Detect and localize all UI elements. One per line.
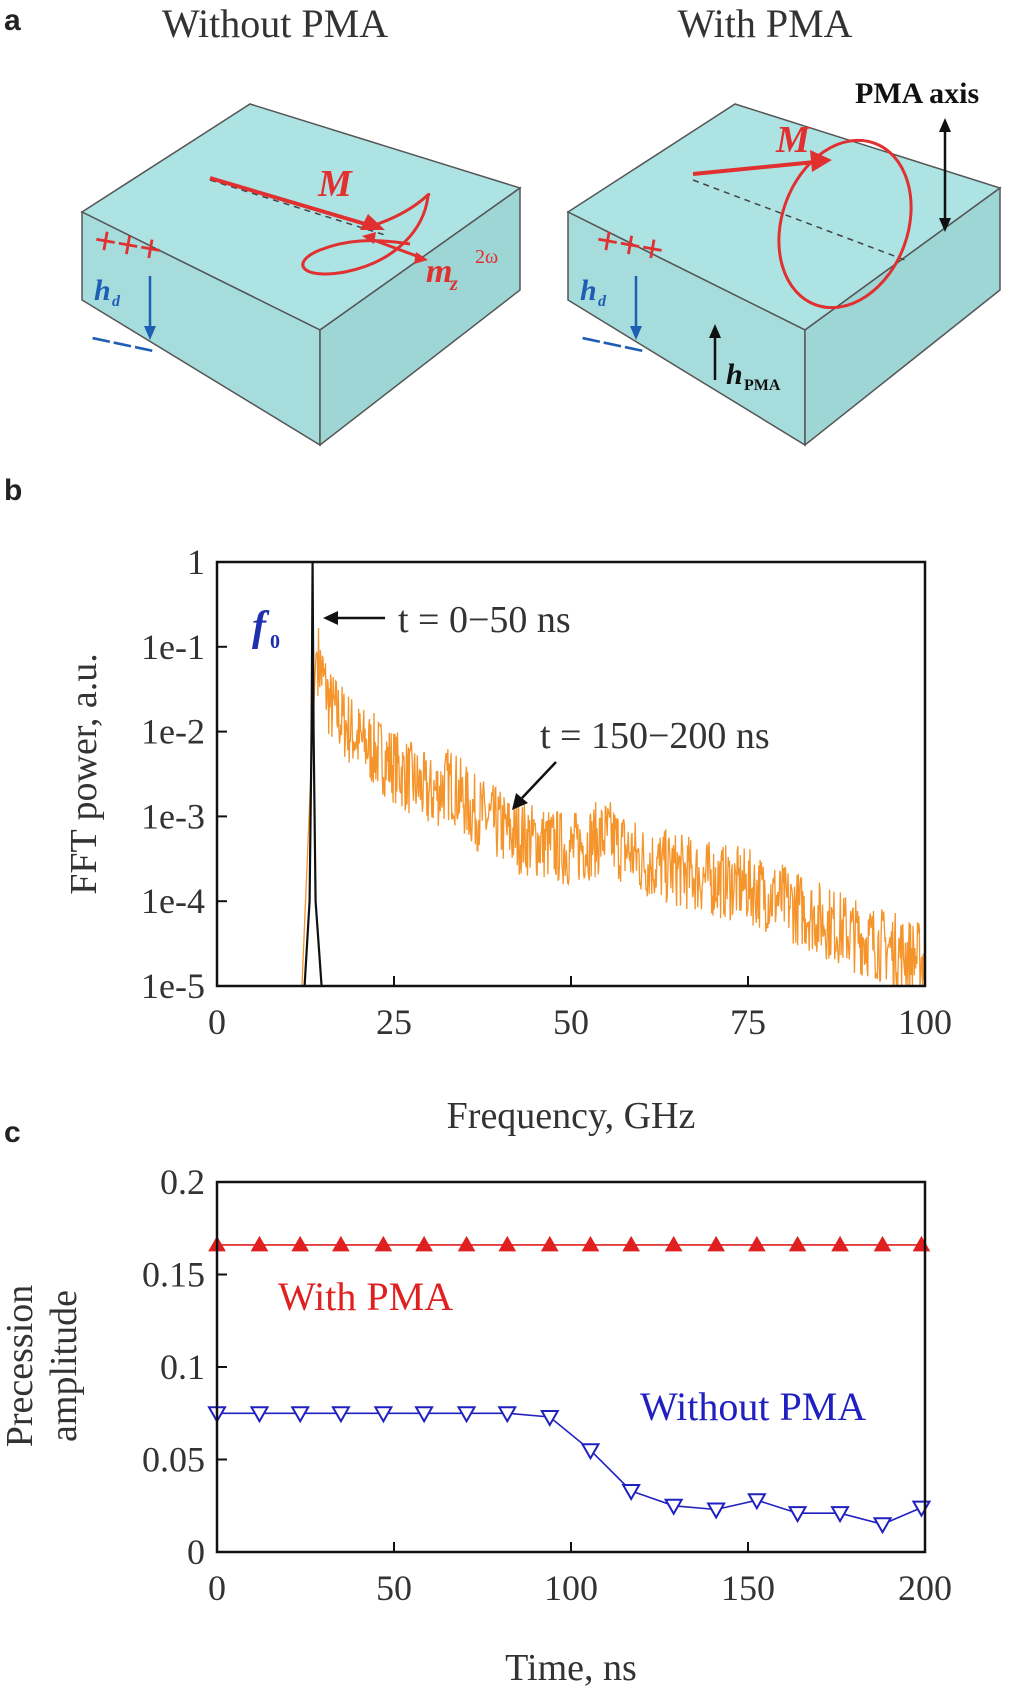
chart-b-ylabel: FFT power, a.u. bbox=[63, 653, 105, 895]
data-point-with-pma bbox=[664, 1235, 683, 1252]
chart-b-xtick-label: 75 bbox=[730, 1002, 766, 1042]
chart-b-ytick-label: 1e-5 bbox=[141, 966, 205, 1006]
data-point-without-pma bbox=[830, 1506, 850, 1524]
data-point-with-pma bbox=[374, 1235, 393, 1252]
data-point-with-pma bbox=[831, 1235, 849, 1252]
annotation-arrowhead-short bbox=[323, 611, 338, 625]
data-point-without-pma bbox=[580, 1443, 601, 1461]
data-point-without-pma bbox=[373, 1406, 394, 1424]
chart-c-ytick-label: 0.1 bbox=[160, 1347, 205, 1387]
legend-without-pma: Without PMA bbox=[640, 1384, 866, 1429]
chart-b-xtick-label: 0 bbox=[208, 1002, 226, 1042]
data-point-with-pma bbox=[581, 1235, 600, 1252]
data-point-without-pma bbox=[414, 1406, 434, 1424]
data-point-with-pma bbox=[250, 1235, 269, 1252]
panel-label-c: c bbox=[4, 1116, 21, 1149]
chart-b-xtick-label: 100 bbox=[898, 1002, 952, 1042]
chart-c-xtick-label: 150 bbox=[721, 1568, 775, 1608]
mz-label: m bbox=[426, 253, 452, 290]
chart-c-xtick-label: 100 bbox=[544, 1568, 598, 1608]
chart-c-frame bbox=[215, 1180, 927, 1554]
data-point-with-pma bbox=[457, 1235, 476, 1252]
data-point-without-pma bbox=[663, 1498, 684, 1516]
data-point-without-pma bbox=[456, 1406, 477, 1424]
chart-c-ylabel-line2: amplitude bbox=[43, 1290, 85, 1442]
series-t-0-50ns bbox=[303, 561, 323, 987]
data-point-with-pma bbox=[291, 1235, 310, 1252]
panel-label-b: b bbox=[4, 474, 22, 507]
annotation-arrowhead-long bbox=[512, 793, 528, 810]
mz-superscript: 2ω bbox=[475, 246, 498, 268]
annotation-t-short: t = 0−50 ns bbox=[398, 599, 571, 641]
chart-c-ylabel-line1: Precession bbox=[0, 1285, 41, 1448]
data-point-without-pma bbox=[787, 1506, 808, 1524]
f0-subscript: 0 bbox=[270, 631, 280, 653]
annotation-t-long: t = 150−200 ns bbox=[540, 715, 770, 757]
data-point-without-pma bbox=[540, 1409, 560, 1427]
chart-b-ytick-label: 1e-4 bbox=[141, 881, 205, 921]
chart-b-xtick-label: 25 bbox=[376, 1002, 412, 1042]
annotation-arrow-long bbox=[521, 761, 557, 799]
hd-subscript-right: d bbox=[598, 293, 607, 310]
data-point-with-pma bbox=[707, 1235, 726, 1252]
chart-b: 0 25 50 75 100 1 1e-1 1e-2 1e-3 1e-4 1e-5 f 0 t =… bbox=[141, 542, 952, 1042]
data-point-with-pma bbox=[540, 1235, 559, 1252]
data-point-without-pma bbox=[706, 1502, 726, 1520]
hpma-subscript: PMA bbox=[744, 377, 781, 394]
hd-label-right: h bbox=[580, 274, 597, 307]
data-point-without-pma bbox=[249, 1406, 270, 1424]
pma-axis-label: PMA axis bbox=[855, 77, 979, 110]
chart-b-ytick-label: 1 bbox=[187, 542, 205, 582]
m-vector-label-left: M bbox=[317, 163, 353, 205]
series-t-150-200ns bbox=[301, 627, 926, 987]
data-point-with-pma bbox=[332, 1235, 350, 1252]
data-point-with-pma bbox=[622, 1235, 641, 1252]
chart-c-ytick-label: 0 bbox=[187, 1532, 205, 1572]
chart-c-xtick-label: 50 bbox=[376, 1568, 412, 1608]
m-vector-label-right: M bbox=[775, 119, 811, 161]
title-with-pma: With PMA bbox=[677, 1, 852, 46]
data-point-with-pma bbox=[873, 1235, 892, 1252]
chart-c-xtick-label: 200 bbox=[898, 1568, 952, 1608]
data-point-with-pma bbox=[747, 1235, 766, 1252]
data-point-without-pma bbox=[497, 1406, 518, 1424]
slab-with-pma bbox=[566, 103, 1002, 447]
data-point-with-pma bbox=[788, 1235, 807, 1252]
data-point-without-pma bbox=[621, 1483, 641, 1501]
chart-c: 0 50 100 150 200 0.2 0.15 0.1 0.05 0 With PMA Wi… bbox=[142, 1162, 952, 1608]
hd-subscript-left: d bbox=[112, 293, 121, 310]
slab-without-pma bbox=[80, 103, 522, 447]
chart-b-ytick-label: 1e-2 bbox=[141, 712, 205, 752]
hd-label-left: h bbox=[94, 274, 111, 307]
chart-b-ytick-label: 1e-1 bbox=[141, 627, 205, 667]
series-line-without-pma bbox=[217, 1412, 922, 1526]
legend-with-pma: With PMA bbox=[278, 1274, 453, 1319]
chart-c-xtick-label: 0 bbox=[208, 1568, 226, 1608]
data-point-without-pma bbox=[331, 1406, 351, 1424]
data-point-without-pma bbox=[290, 1406, 310, 1424]
title-without-pma: Without PMA bbox=[162, 1, 388, 46]
chart-b-xtick-label: 50 bbox=[553, 1002, 589, 1042]
chart-c-ytick-label: 0.05 bbox=[142, 1440, 205, 1480]
chart-c-ytick-label: 0.15 bbox=[142, 1255, 205, 1295]
data-point-without-pma bbox=[872, 1517, 893, 1535]
chart-c-ytick-label: 0.2 bbox=[160, 1162, 205, 1202]
data-point-with-pma bbox=[415, 1235, 433, 1252]
mz-subscript: z bbox=[449, 273, 458, 295]
data-point-with-pma bbox=[912, 1235, 931, 1252]
f0-label: f bbox=[252, 604, 270, 650]
hpma-label: h bbox=[726, 358, 743, 391]
data-point-without-pma bbox=[911, 1500, 932, 1518]
data-point-with-pma bbox=[498, 1235, 517, 1252]
chart-c-xlabel: Time, ns bbox=[505, 1647, 637, 1689]
chart-b-ytick-label: 1e-3 bbox=[141, 796, 205, 836]
chart-b-xlabel: Frequency, GHz bbox=[447, 1095, 696, 1137]
panel-label-a: a bbox=[4, 4, 21, 37]
data-point-without-pma bbox=[747, 1493, 767, 1511]
